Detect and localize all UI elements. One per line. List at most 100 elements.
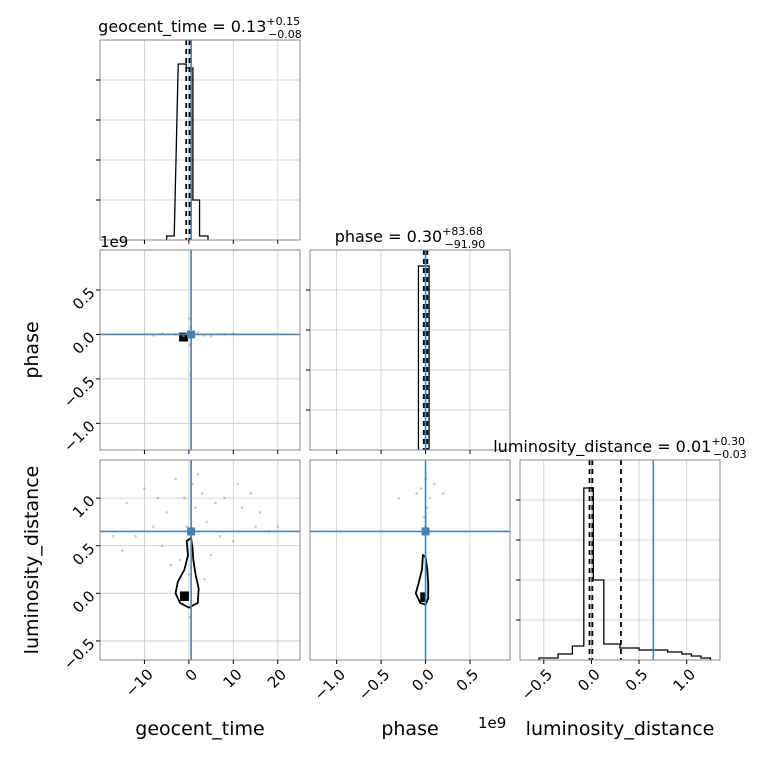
truth-marker [421,527,430,536]
scatter-point [160,544,164,548]
y-tick-label: 1.0 [69,492,99,522]
panel-frame [99,39,301,241]
panel-title: luminosity_distance = 0.01+0.30 −0.03 [493,435,747,461]
x-tick-label: 0.0 [408,665,438,695]
scatter-point [156,496,160,500]
y-tick-label: 0.0 [69,328,99,358]
scatter-point [187,572,191,576]
scatter-point [200,492,204,495]
title-upper-error: +0.30 [711,435,745,448]
y-tick-label: 0.5 [69,540,99,570]
scatter-point [218,534,222,538]
y-tick-label: 0.5 [69,284,99,314]
scatter-point [196,472,200,476]
scatter-point [152,525,155,528]
y-tick-label: −0.5 [60,635,98,673]
scatter-point [178,558,182,562]
scatter-point [182,334,185,338]
x-axis-label: geocent_time [135,718,264,740]
panel-frame [99,459,301,661]
scatter-point [165,511,168,514]
x-tick-label: 0 [182,665,201,684]
y-axis-label: luminosity_distance [21,466,43,655]
x-tick-label: −0.5 [355,665,393,703]
scatter-point [214,501,217,505]
truth-marker [187,330,196,339]
scatter-point [120,549,124,552]
truth-marker [187,527,196,536]
x-tick-label: −10 [122,665,157,700]
panel-hist-geocent_time: geocent_time = 0.13+0.15 −0.08 1e9 [96,15,302,251]
plot-area [100,40,300,240]
x-tick-label: 20 [264,665,290,691]
panel-frame [309,249,511,451]
panel-title: phase = 0.30+83.68 −91.90 [335,225,486,251]
plot-area [100,250,300,450]
y-axis-label: phase [21,321,43,378]
histogram-step [538,487,712,660]
title-main: geocent_time = 0.13 [98,17,266,37]
panel-hist-phase: phase = 0.30+83.68 −91.90 [306,225,511,454]
density-block [180,591,189,601]
scatter-point [203,577,206,581]
scatter-point [209,334,213,338]
plot-area [310,460,510,660]
title-main: luminosity_distance = 0.01 [493,437,711,457]
scatter-point [419,487,423,490]
title-lower-error: −0.08 [268,28,302,41]
x-tick-label: 0.5 [453,665,483,695]
scatter-point [249,492,253,495]
panel-frame [99,249,301,451]
panel-scatter-phase-luminosity_distance: −1.0 −0.5 0.0 0.5 phase 1e9 [309,459,511,740]
scatter-point [125,501,128,505]
scatter-point [236,482,240,486]
title-upper-error: +83.68 [442,225,483,238]
x-tick-label: 0.0 [574,665,604,695]
scatter-point [209,553,213,557]
density-block [420,592,427,602]
scatter-point [183,496,186,500]
scatter-point [143,487,146,490]
panel-scatter-geocent_time-phase: 0.5 0.0 −0.5 −1.0 phase [21,249,301,456]
panel-frame [519,459,721,661]
x-tick-label: 0.5 [622,665,652,695]
x-axis-label: luminosity_distance [526,718,715,740]
scatter-point [258,511,262,514]
scatter-point [205,520,208,524]
scatter-point [174,477,177,481]
offset-text: 1e9 [478,714,506,732]
x-tick-label: −1.0 [311,665,349,703]
scatter-point [185,525,188,528]
panel-hist-luminosity_distance: luminosity_distance = 0.01+0.30 −0.03 −0.5… [493,435,747,740]
plot-area [520,460,720,660]
scatter-point [426,506,429,509]
scatter-point [397,496,401,500]
plot-area [310,250,510,450]
scatter-point [232,539,235,543]
scatter-point [169,563,173,567]
scatter-point [112,534,115,538]
scatter-point [433,482,436,486]
x-axis-label: phase [381,718,438,740]
offset-text: 1e9 [100,233,128,251]
scatter-point [442,492,445,495]
panel-frame [309,459,511,661]
title-lower-error: −0.03 [713,448,747,461]
scatter-point [223,496,226,500]
scatter-point [194,506,197,509]
y-tick-label: −0.5 [60,373,98,411]
scatter-point [134,534,137,538]
x-tick-label: −0.5 [518,665,556,703]
scatter-point [196,331,200,334]
panel-title: geocent_time = 0.13+0.15 −0.08 [98,15,302,41]
scatter-point [276,525,280,528]
title-upper-error: +0.15 [266,15,300,28]
y-tick-label: −1.0 [60,417,98,455]
scatter-point [188,317,191,320]
histogram-step [417,265,430,450]
scatter-point [254,525,257,528]
density-contour [174,536,200,609]
scatter-point [428,496,432,500]
x-tick-label: 10 [219,665,245,691]
